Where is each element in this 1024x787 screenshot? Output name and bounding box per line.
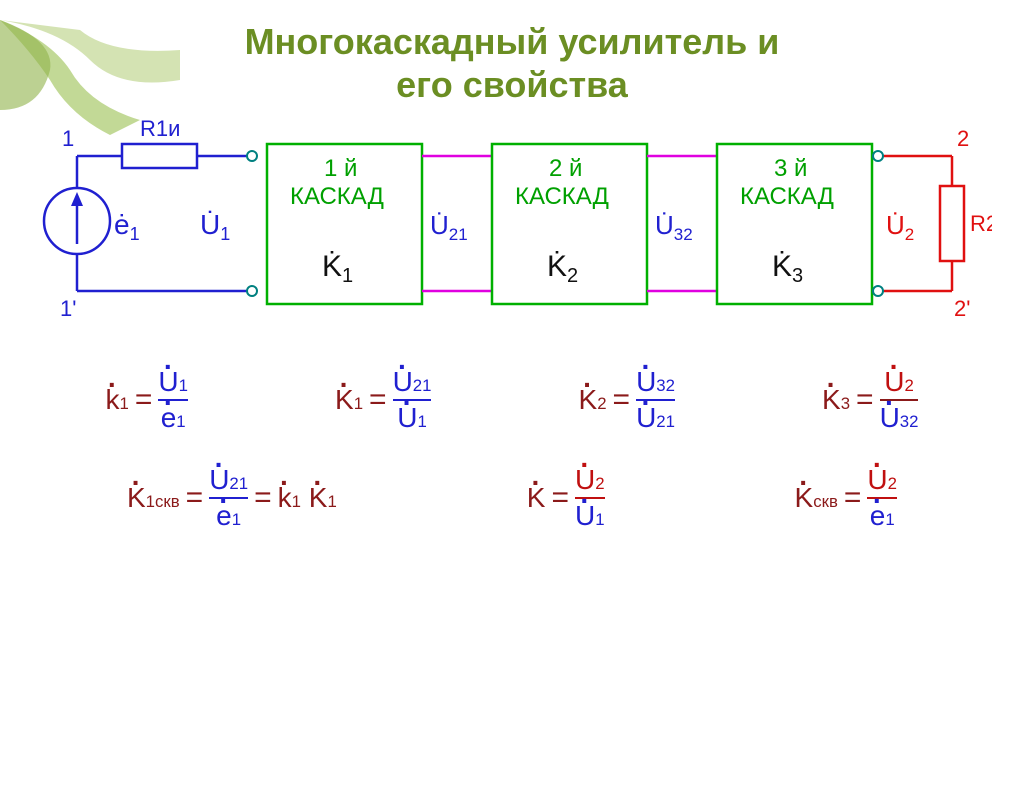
stages: 1 й КАСКАД K̇1 U̇21 2 й КАСКАД K̇2 U̇32 … [267,144,872,304]
stage-1: 1 й КАСКАД K̇1 [267,144,422,304]
svg-text:1 й: 1 й [324,155,357,182]
formula-row-1: k1=U1e1 K1=U21U1 K2=U32U21 K3=U2U32 [32,366,992,434]
formulas-block: k1=U1e1 K1=U21U1 K2=U32U21 K3=U2U32 K1скв=U… [32,366,992,532]
u32-label: U̇32 [655,210,693,244]
formula: K=U2U1 [527,464,605,532]
terminal-in-top [247,151,257,161]
stage-2: 2 й КАСКАД K̇2 [492,144,647,304]
u1-label: U̇1 [200,209,230,244]
input-network: 1 R1и 1' ė1 U̇1 [44,116,247,321]
node-2-label: 2 [957,126,969,151]
terminal-in-bot [247,286,257,296]
circuit-diagram: 1 R1и 1' ė1 U̇1 1 й КА [32,116,992,346]
node-1p-label: 1' [60,296,76,321]
svg-text:КАСКАД: КАСКАД [740,183,834,210]
r2-label: R2н [970,211,992,236]
svg-text:K̇1: K̇1 [322,250,353,287]
u2-label: U̇2 [886,210,914,244]
formula: K3=U2U32 [822,366,918,434]
circuit-svg: 1 R1и 1' ė1 U̇1 1 й КА [32,116,992,346]
node-1-label: 1 [62,126,74,151]
svg-text:КАСКАД: КАСКАД [515,183,609,210]
svg-text:K̇2: K̇2 [547,250,578,287]
formula: Kскв=U2e1 [795,464,897,532]
formula: K2=U32U21 [579,366,675,434]
title-line1: Многокаскадный усилитель и [245,21,780,62]
formula: K1=U21U1 [335,366,431,434]
svg-text:КАСКАД: КАСКАД [290,183,384,210]
svg-text:3 й: 3 й [774,155,807,182]
node-2p-label: 2' [954,296,970,321]
terminal-out-bot [873,286,883,296]
formula-row-2: K1скв=U21e1=k1 K1 K=U2U1 Kскв=U2e1 [32,464,992,532]
output-network: 2 2' R2н U̇2 [872,126,992,321]
title-line2: его свойства [396,64,628,105]
page-title: Многокаскадный усилитель и его свойства [0,20,1024,106]
svg-text:2 й: 2 й [549,155,582,182]
r1-label: R1и [140,116,180,141]
e1-label: ė1 [114,209,140,244]
formula-k1skv: K1скв=U21e1=k1 K1 [127,464,337,532]
terminal-out-top [873,151,883,161]
svg-text:K̇3: K̇3 [772,250,803,287]
u21-label: U̇21 [430,210,468,244]
stage-3: 3 й КАСКАД K̇3 [717,144,872,304]
formula: k1=U1e1 [106,366,188,434]
